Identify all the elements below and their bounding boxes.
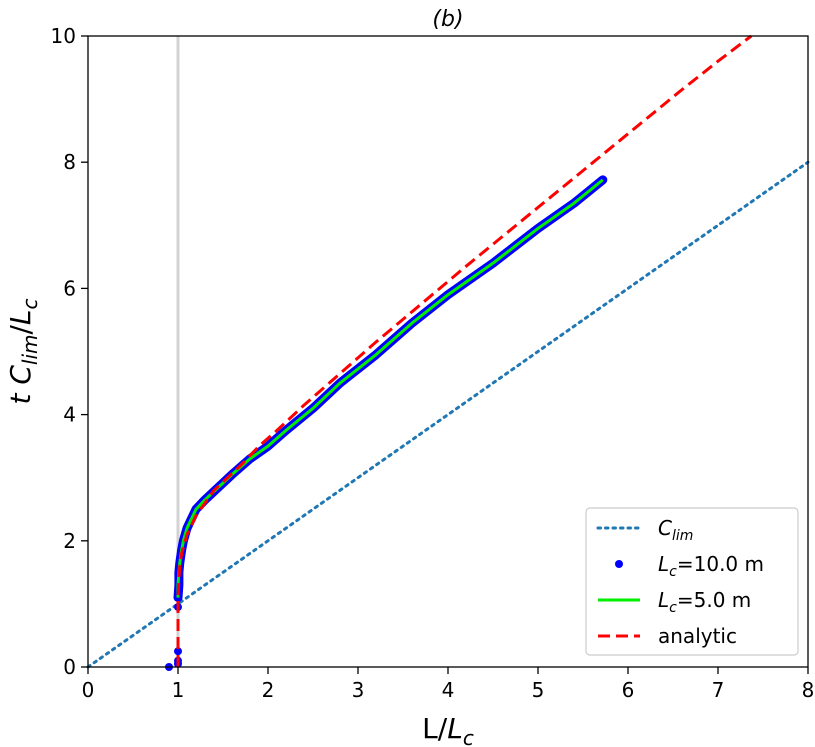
y-axis-label-sep: / [4,324,37,334]
legend-label-main: L [658,588,669,612]
series-lc10-point [174,647,182,656]
legend-label-rest: =5.0 m [677,588,751,612]
legend-label-rest: =10.0 m [677,552,764,576]
y-axis-label-t: t [4,385,37,405]
x-axis-label-var: L [447,712,463,745]
legend-box [585,507,799,656]
x-tick-label: 7 [712,678,725,702]
legend-label-main: analytic [658,624,737,648]
y-tick-label: 8 [63,150,76,174]
series-layer [86,34,810,671]
x-axis-label: L/Lc [422,712,474,747]
x-tick-label: 4 [442,678,455,702]
x-tick-label: 2 [262,678,275,702]
y-tick-label: 4 [63,403,76,427]
y-axis-label-c-sub: lim [18,334,42,365]
x-axis-label-sub: c [463,726,474,747]
x-axis-label-prefix: L/ [422,712,448,745]
y-axis-label-c: C [4,365,37,385]
legend-label-lc10: Lc=10.0 m [658,552,764,580]
x-tick-label: 0 [82,678,95,702]
series-lc5-line [176,178,604,598]
series-lc10-trace [173,175,608,603]
x-tick-label: 1 [172,678,185,702]
y-axis-label: t Clim/Lc [4,298,42,404]
legend-label-sub: c [669,564,677,580]
y-tick-label: 2 [63,529,76,553]
legend-label-clim: Clim [658,516,693,544]
y-axis-label-l-sub: c [18,298,42,309]
legend-label-lc5: Lc=5.0 m [658,588,751,616]
x-tick-label: 5 [532,678,545,702]
legend-swatch-lc10 [615,560,623,568]
ticks-layer: 0 1 2 3 4 5 6 7 8 0 2 4 6 8 10 [51,24,815,702]
y-axis-label-l: L [4,309,37,325]
y-tick-label: 6 [63,276,76,300]
y-tick-label: 0 [63,655,76,679]
legend-label-sub: c [669,600,677,616]
x-tick-label: 8 [802,678,815,702]
series-analytic-line [176,34,753,667]
x-tick-label: 6 [622,678,635,702]
x-tick-label: 3 [352,678,365,702]
legend-label-main: C [658,516,672,540]
y-tick-label: 10 [51,24,76,48]
legend-label-main: L [658,552,669,576]
legend-label-analytic: analytic [658,624,737,648]
chart-title: (b) [432,7,463,32]
legend-label-sub: lim [672,528,693,544]
